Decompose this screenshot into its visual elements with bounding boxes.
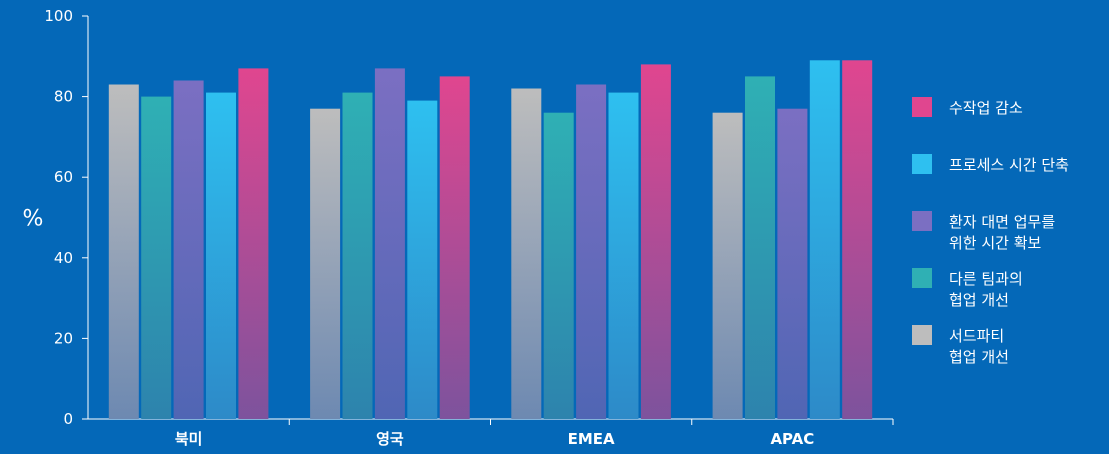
y-tick-label: 80 <box>54 88 73 106</box>
legend-swatch <box>912 97 932 117</box>
y-tick-label: 40 <box>54 249 73 267</box>
bar-3-4 <box>842 60 873 420</box>
legend-label: 다른 팀과의 협업 개선 <box>949 270 1023 309</box>
bar-2-3 <box>608 92 639 419</box>
x-tick-label: EMEA <box>568 430 615 448</box>
legend-label: 프로세스 시간 단축 <box>949 156 1069 174</box>
bar-2-2 <box>576 84 607 419</box>
y-axis-label: % <box>23 207 44 232</box>
bars <box>108 60 873 420</box>
legend-swatch <box>912 154 932 174</box>
bar-3-1 <box>745 76 775 420</box>
y-tick-label: 20 <box>54 329 73 347</box>
bar-0-4 <box>238 68 269 420</box>
bar-3-3 <box>809 60 840 420</box>
bar-2-0 <box>511 88 542 419</box>
axis-labels: 0 20 40 60 80 100% 북미 영국 EMEA APAC <box>23 7 815 448</box>
legend-swatch <box>912 325 932 345</box>
bar-0-1 <box>141 96 172 419</box>
x-tick-label: APAC <box>770 430 814 448</box>
y-tick-label: 60 <box>54 168 73 186</box>
bar-0-3 <box>206 92 236 419</box>
legend-swatch <box>912 211 932 231</box>
bar-0-2 <box>173 80 204 419</box>
y-tick-label: 0 <box>63 410 73 428</box>
bar-0-0 <box>108 84 139 419</box>
bar-3-2 <box>777 108 808 419</box>
bar-1-3 <box>407 100 438 419</box>
x-tick-label: 영국 <box>376 430 404 448</box>
bar-2-1 <box>543 112 574 419</box>
legend-swatch <box>912 268 932 288</box>
bar-1-1 <box>342 92 373 419</box>
bar-3-0 <box>712 112 743 419</box>
x-tick-label: 북미 <box>175 430 203 448</box>
y-tick-label: 100 <box>44 7 73 25</box>
bar-1-0 <box>310 108 341 419</box>
bar-1-2 <box>374 68 405 420</box>
bar-2-4 <box>640 64 671 420</box>
legend-label: 서드파티 협업 개선 <box>949 327 1009 366</box>
legend-label: 수작업 감소 <box>949 99 1023 117</box>
legend-label: 환자 대면 업무를 위한 시간 확보 <box>949 213 1055 252</box>
bar-1-4 <box>439 76 470 420</box>
